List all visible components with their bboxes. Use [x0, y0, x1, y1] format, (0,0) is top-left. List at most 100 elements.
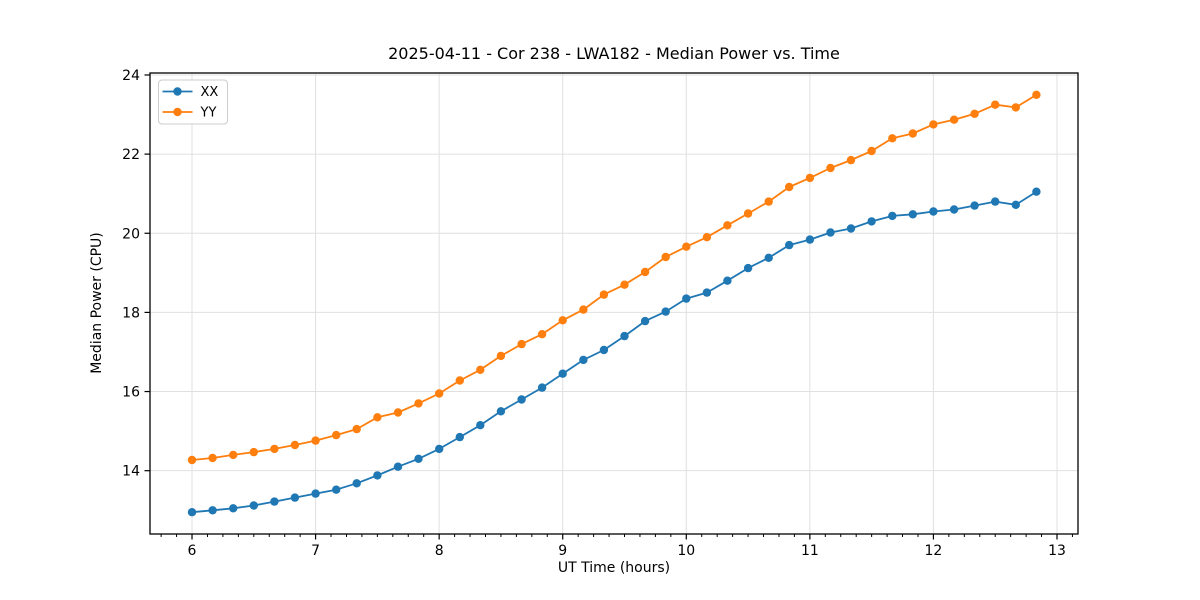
x-tick-label: 12 — [925, 543, 943, 559]
series-yy-marker — [867, 146, 876, 156]
legend-label-xx: XX — [201, 85, 219, 100]
x-tick-label: 9 — [558, 543, 567, 559]
series-xx-marker — [579, 355, 588, 365]
series-xx-marker — [764, 253, 773, 262]
y-tick-label: 22 — [122, 147, 140, 163]
series-yy-marker — [1011, 103, 1020, 112]
series-xx-marker — [785, 240, 794, 250]
series-yy-marker — [373, 413, 382, 422]
series-yy-marker — [682, 242, 691, 251]
series-yy-marker — [991, 100, 1000, 109]
series-yy-marker — [929, 120, 938, 129]
series-yy-marker — [970, 109, 979, 119]
series-xx-marker — [949, 205, 959, 214]
series-yy-marker — [661, 252, 670, 262]
series-xx-marker — [888, 211, 897, 221]
series-xx-marker — [743, 263, 753, 273]
series-yy-marker — [476, 365, 485, 374]
series-yy-marker — [352, 424, 361, 434]
series-yy-marker — [187, 455, 197, 465]
series-xx-marker — [640, 316, 650, 326]
series-xx-marker — [187, 508, 197, 517]
series-yy-marker — [826, 163, 835, 173]
x-axis-label: UT Time (hours) — [557, 560, 671, 576]
series-yy-marker — [229, 450, 238, 460]
series-xx-marker — [393, 462, 403, 471]
series-xx-marker — [496, 407, 506, 416]
series-yy-marker — [743, 209, 753, 218]
series-yy-marker — [435, 389, 444, 398]
series-yy-marker — [496, 351, 506, 361]
x-tick-label: 6 — [188, 543, 197, 559]
series-yy-marker — [414, 399, 423, 408]
series-xx-marker — [311, 489, 320, 498]
series-yy-marker — [455, 376, 464, 385]
series-yy-marker — [1032, 90, 1041, 100]
x-tick-label: 13 — [1048, 543, 1066, 559]
series-yy-marker — [290, 440, 300, 450]
series-xx-marker — [599, 345, 609, 355]
series-xx-marker — [1011, 200, 1020, 209]
series-xx-marker — [558, 369, 567, 378]
series-xx-marker — [249, 501, 258, 510]
x-tick-label: 7 — [311, 543, 320, 559]
series-yy-marker — [537, 330, 547, 339]
series-yy-marker — [393, 408, 403, 417]
series-xx-marker — [620, 331, 629, 341]
series-yy-marker — [888, 134, 897, 143]
legend-label-yy: YY — [200, 106, 217, 121]
series-xx-marker — [290, 493, 300, 502]
series-yy-marker — [805, 173, 815, 183]
y-axis-label: Median Power (CPU) — [89, 232, 105, 374]
series-yy-marker — [949, 115, 959, 124]
series-xx-marker — [476, 421, 485, 430]
series-xx-marker — [373, 471, 382, 480]
series-xx-marker — [208, 506, 217, 515]
series-yy-marker — [785, 182, 794, 192]
series-xx-marker — [1032, 187, 1041, 196]
series-xx-marker — [455, 432, 464, 442]
series-yy-marker — [599, 290, 609, 299]
y-tick-label: 18 — [122, 305, 140, 321]
chart-title: 2025-04-11 - Cor 238 - LWA182 - Median P… — [388, 44, 840, 63]
series-yy-marker — [702, 233, 712, 242]
series-xx-marker — [661, 307, 670, 316]
legend-marker-xx — [173, 87, 182, 96]
series-xx-marker — [805, 235, 815, 244]
series-yy-marker — [517, 339, 526, 349]
series-xx-marker — [929, 207, 938, 216]
series-yy-marker — [558, 316, 567, 325]
series-xx-marker — [867, 217, 876, 226]
series-yy-marker — [311, 436, 320, 445]
y-tick-label: 14 — [122, 464, 140, 480]
series-xx-marker — [702, 288, 712, 297]
legend-marker-yy — [173, 107, 182, 117]
x-tick-label: 10 — [677, 543, 695, 559]
series-yy-marker — [579, 305, 588, 314]
series-xx-marker — [846, 224, 856, 233]
series-xx-marker — [229, 504, 238, 513]
y-tick-label: 20 — [122, 226, 140, 242]
series-xx-marker — [908, 210, 917, 219]
y-tick-label: 16 — [122, 385, 140, 401]
x-tick-label: 11 — [801, 543, 819, 559]
series-yy-marker — [208, 453, 217, 463]
y-tick-label: 24 — [122, 68, 140, 84]
series-xx-marker — [414, 454, 423, 463]
series-yy-marker — [332, 430, 341, 440]
plot-border — [149, 72, 1079, 535]
x-tick-label: 8 — [435, 543, 444, 559]
series-yy-marker — [640, 267, 650, 277]
series-xx-marker — [332, 485, 341, 494]
series-xx-marker — [270, 497, 279, 506]
series-yy-marker — [270, 444, 279, 454]
series-xx-marker — [682, 294, 691, 303]
series-xx-marker — [826, 228, 835, 237]
series-xx-marker — [991, 197, 1000, 206]
series-yy-marker — [846, 155, 856, 165]
series-yy-marker — [908, 129, 917, 138]
series-xx-marker — [723, 276, 732, 285]
series-yy-marker — [764, 197, 773, 206]
